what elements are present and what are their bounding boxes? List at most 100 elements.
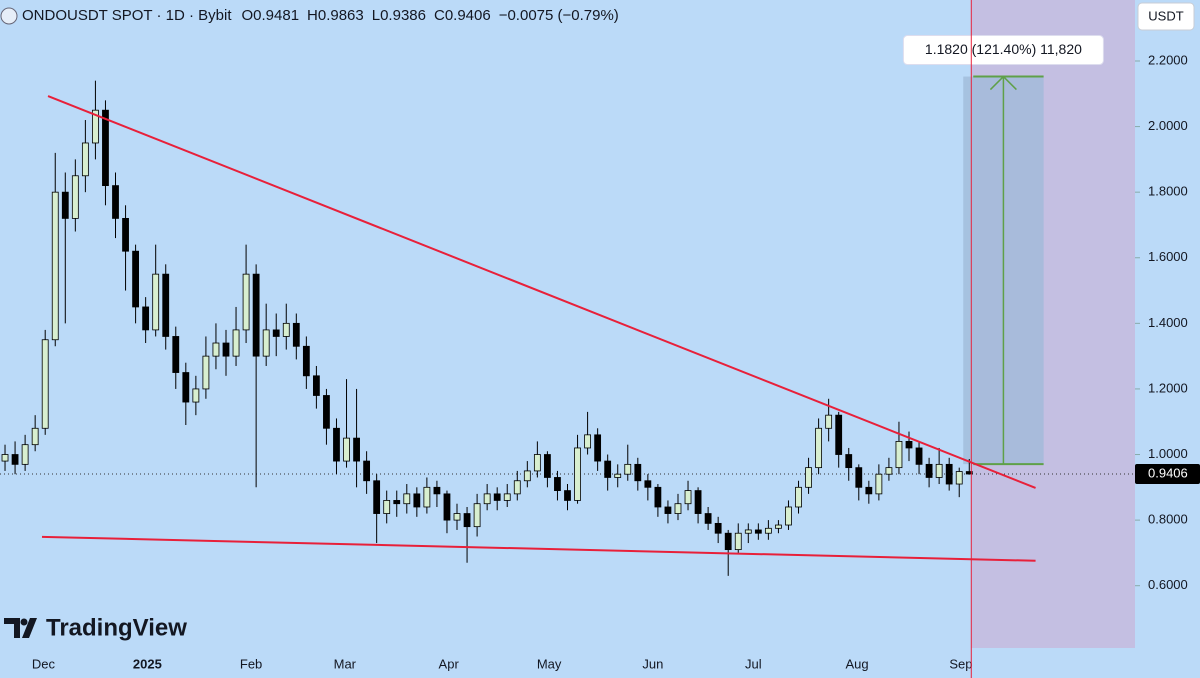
candle-body	[815, 427, 823, 469]
candle-body	[584, 434, 591, 449]
candle-body	[554, 477, 561, 491]
logo-icon	[4, 618, 37, 638]
candle-body	[292, 322, 300, 347]
candle-body	[945, 463, 953, 485]
watermark: TradingView	[46, 614, 187, 641]
candle-body	[92, 109, 99, 144]
candle-body	[754, 529, 762, 534]
candle-body	[142, 306, 150, 331]
candle-body	[775, 524, 782, 529]
candle-body	[302, 345, 310, 377]
candle-body	[403, 493, 411, 505]
low-value: L0.9386	[372, 7, 426, 24]
symbol-icon	[0, 7, 18, 25]
candle-body	[373, 480, 381, 514]
candle-body	[764, 527, 772, 534]
candle-body	[925, 463, 933, 478]
y-tick-label: 0.6000	[1148, 577, 1188, 592]
candle-body	[845, 454, 853, 469]
candle-body	[473, 503, 481, 528]
candle-body	[825, 414, 833, 429]
candle-body	[915, 447, 923, 465]
candle-body	[31, 427, 39, 446]
candle-body	[343, 437, 350, 462]
measure-label-box	[902, 35, 1104, 66]
candle-body	[1, 454, 9, 462]
candle-body	[182, 372, 190, 403]
candle-body	[493, 493, 501, 501]
x-tick-label: Sep	[949, 656, 972, 671]
currency-box[interactable]	[1137, 2, 1195, 31]
candle-body	[433, 486, 441, 495]
candle-body	[544, 454, 551, 478]
x-tick-label: Feb	[240, 656, 262, 671]
candle-body	[744, 529, 752, 534]
x-tick-label: Aug	[846, 656, 869, 671]
candle-body	[694, 490, 702, 514]
measure-label: 1.1820 (121.40%) 11,820	[925, 41, 1082, 57]
candle-body	[614, 473, 622, 478]
candle-body	[684, 490, 692, 505]
candle-body	[11, 454, 19, 465]
open-value: O0.9481	[241, 7, 299, 24]
legend-header: ONDOUSDT SPOT · 1D · Bybit O0.9481 H0.9863…	[22, 7, 619, 24]
logo: TradingView	[4, 614, 187, 641]
trendline	[41, 535, 1036, 562]
candle-body	[222, 342, 230, 357]
y-tick-label: 2.2000	[1148, 52, 1188, 67]
candle-body	[81, 142, 89, 177]
candle-body	[172, 336, 180, 373]
candle-body	[654, 486, 662, 508]
trendline	[47, 95, 1036, 489]
y-tick-label: 2.0000	[1148, 118, 1188, 133]
y-tick-label: 1.6000	[1148, 249, 1188, 264]
candle-body	[312, 375, 320, 396]
candle-body	[895, 441, 903, 469]
candle-body	[483, 493, 491, 505]
candle-body	[132, 250, 139, 308]
candle-body	[262, 329, 270, 357]
candle-body	[905, 441, 913, 449]
candle-body	[202, 355, 210, 390]
close-value: C0.9406	[434, 7, 491, 24]
candle-body	[61, 191, 69, 219]
x-tick-label: 2025	[133, 656, 162, 671]
candle-body	[383, 500, 391, 514]
candle-body	[875, 473, 883, 495]
candle-body	[71, 175, 79, 219]
currency[interactable]: USDT	[1148, 8, 1183, 23]
candle-body	[112, 185, 119, 219]
candle-body	[935, 463, 943, 478]
candle-body	[453, 513, 461, 521]
candle-body	[644, 480, 652, 488]
candle-body	[393, 500, 401, 505]
y-tick-label: 1.8000	[1148, 184, 1188, 199]
candle-body	[212, 342, 220, 357]
candle-body	[363, 460, 371, 482]
candle-body	[664, 506, 672, 514]
symbol: ONDOUSDT SPOT · 1D · Bybit	[22, 7, 232, 24]
candle-body	[795, 486, 802, 508]
candle-body	[102, 109, 109, 187]
candle-body	[162, 273, 170, 337]
candle-body	[785, 506, 792, 526]
y-tick-label: 1.2000	[1148, 380, 1188, 395]
x-tick-label: Apr	[439, 656, 460, 671]
candle-body	[152, 273, 160, 331]
candle-body	[955, 471, 963, 485]
candle-body	[242, 273, 250, 331]
y-tick-label: 1.0000	[1148, 446, 1188, 461]
last-price-label: 0.9406	[1148, 465, 1188, 480]
candle-body	[122, 218, 129, 252]
candle-body	[523, 470, 531, 482]
high-value: H0.9863	[307, 7, 364, 24]
candle-body	[21, 444, 29, 465]
candle-body	[51, 191, 59, 341]
candle-body	[704, 513, 712, 524]
candle-body	[463, 513, 471, 528]
x-tick-label: Mar	[334, 656, 357, 671]
candle-body	[564, 490, 571, 501]
candle-body	[413, 493, 421, 508]
candle-body	[232, 329, 240, 357]
candle-body	[353, 437, 360, 462]
